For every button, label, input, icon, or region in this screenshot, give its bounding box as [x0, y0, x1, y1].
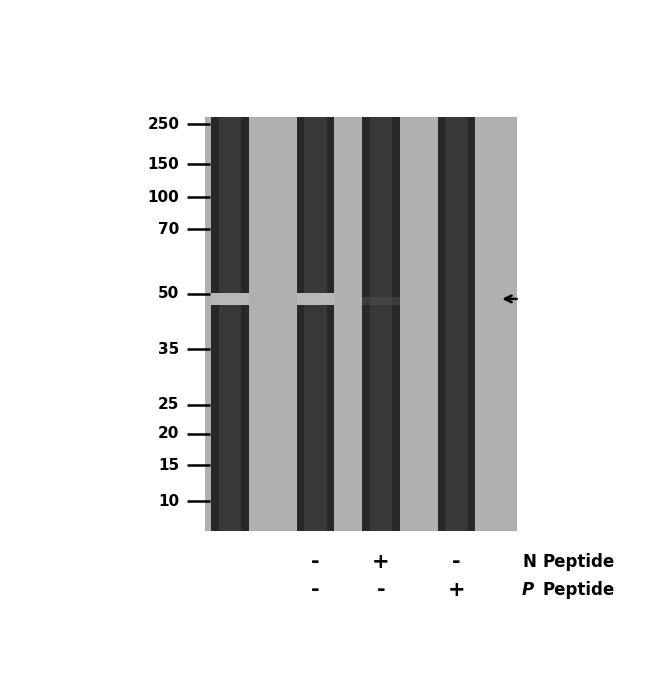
Text: 25: 25: [158, 397, 179, 412]
Bar: [211, 293, 249, 305]
Bar: [304, 117, 327, 531]
Text: -: -: [376, 580, 385, 600]
Text: N: N: [522, 553, 536, 571]
Text: -: -: [311, 552, 320, 572]
Text: 50: 50: [158, 286, 179, 301]
Text: -: -: [452, 552, 461, 572]
Bar: [445, 117, 468, 531]
Text: 70: 70: [158, 222, 179, 237]
Text: +: +: [448, 580, 465, 600]
Text: +: +: [372, 552, 390, 572]
Bar: [296, 293, 334, 305]
Text: 35: 35: [158, 342, 179, 357]
Bar: [218, 117, 241, 531]
Text: 10: 10: [159, 494, 179, 509]
Text: Peptide: Peptide: [542, 582, 614, 600]
Bar: [205, 117, 517, 531]
Bar: [370, 117, 393, 531]
Bar: [362, 117, 400, 531]
Bar: [362, 296, 400, 305]
Text: 250: 250: [148, 117, 179, 132]
Text: P: P: [522, 582, 534, 600]
Bar: [296, 117, 334, 531]
Text: 15: 15: [159, 458, 179, 473]
Text: 100: 100: [148, 190, 179, 205]
Text: 20: 20: [158, 426, 179, 441]
Text: Peptide: Peptide: [542, 553, 614, 571]
Text: 150: 150: [148, 156, 179, 172]
Text: -: -: [311, 580, 320, 600]
Bar: [211, 117, 249, 531]
Bar: [437, 117, 475, 531]
